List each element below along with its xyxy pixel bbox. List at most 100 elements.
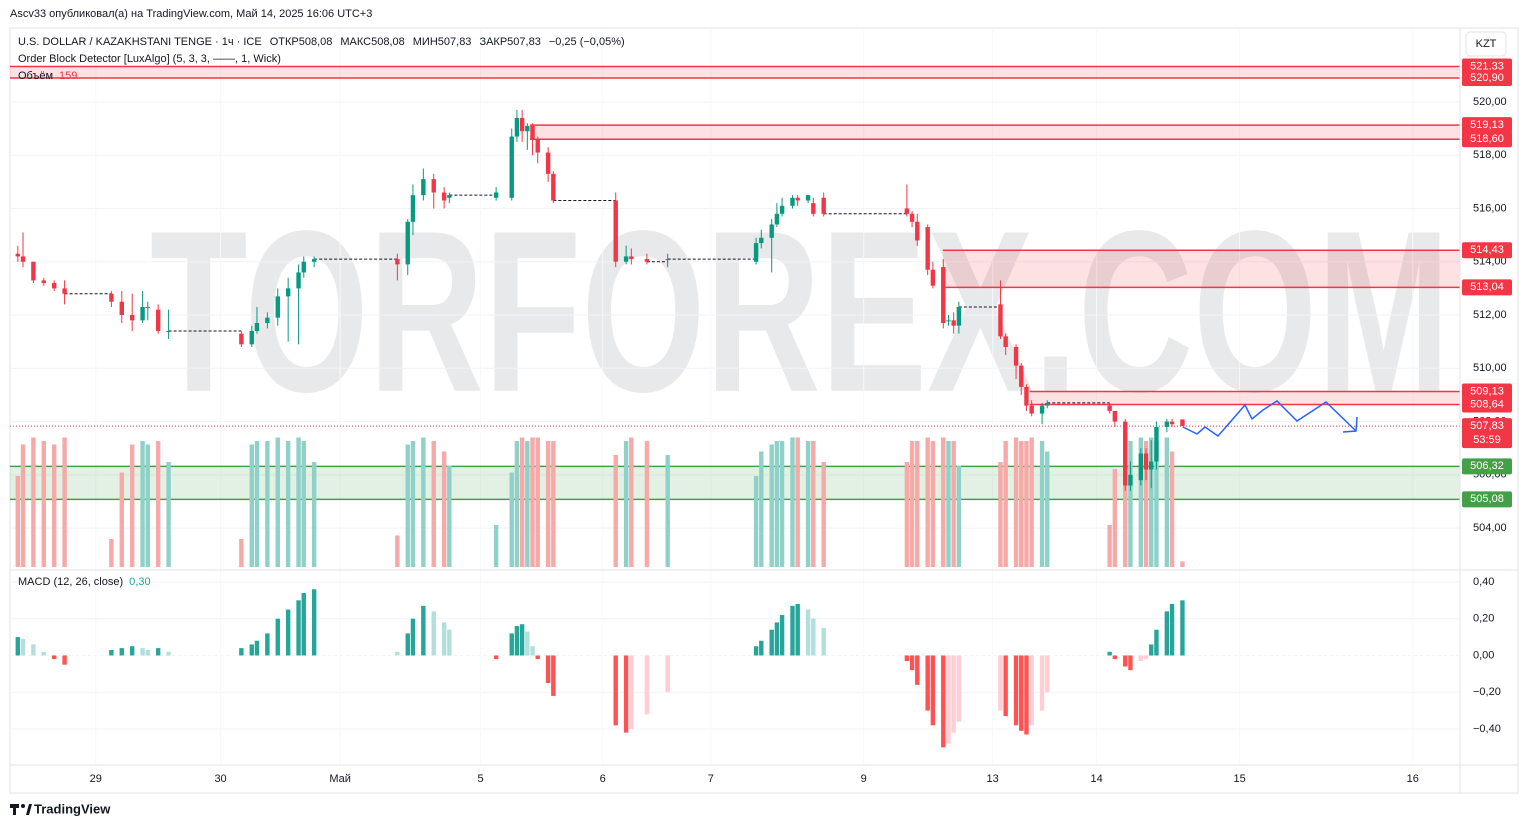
candle-body	[525, 125, 530, 132]
macd-bar	[514, 626, 520, 656]
macd-bar	[753, 646, 759, 656]
ohlc: МИН507,83	[413, 36, 472, 48]
macd-bar	[821, 627, 826, 656]
currency[interactable]: KZT	[1476, 38, 1497, 50]
volume-bar	[254, 441, 260, 567]
macd-bar	[1024, 655, 1029, 735]
candle-body	[166, 330, 171, 332]
macd-bar	[519, 624, 525, 656]
candle-body	[285, 288, 291, 297]
macd-name: MACD (12, 26, close)	[18, 576, 123, 588]
volume-bar	[956, 465, 962, 567]
candle-body	[15, 253, 20, 257]
x-tick-label: 9	[861, 773, 867, 785]
watermark: TORFOREX.COM	[150, 183, 1450, 440]
macd-bar	[805, 609, 811, 656]
symbol-legend: U.S. DOLLAR / KAZAKHSTANI TENGE · 1ч · I…	[18, 36, 625, 48]
volume-value: 159	[59, 70, 77, 82]
volume-bar	[62, 437, 67, 567]
candle-body	[509, 136, 514, 198]
macd-bar	[109, 649, 114, 656]
macd-bar	[1169, 604, 1175, 656]
macd-bar	[904, 655, 910, 661]
forecast-path	[1182, 400, 1357, 437]
volume-bar	[1123, 437, 1128, 567]
candle-body	[613, 200, 618, 262]
macd-bar	[166, 651, 171, 656]
volume-bar	[140, 441, 145, 567]
volume-bar	[925, 437, 930, 567]
macd-bar	[51, 655, 57, 660]
macd-bar	[1143, 655, 1149, 660]
macd-bar	[1149, 644, 1154, 656]
candle-body	[395, 259, 400, 265]
macd-bar	[493, 655, 499, 660]
candle-body	[301, 261, 306, 273]
volume-bar	[447, 465, 452, 567]
x-tick-label: 7	[708, 773, 714, 785]
macd-bar	[1045, 655, 1050, 693]
last-price-label: 507,83	[1470, 420, 1504, 432]
candle-body	[140, 307, 145, 321]
forecast-arrowhead	[1342, 416, 1358, 433]
candle-body	[1029, 405, 1034, 414]
volume-bar	[395, 535, 400, 567]
candle-body	[155, 309, 161, 331]
candle-body	[145, 307, 150, 309]
volume-bar	[1154, 441, 1159, 567]
candle-body	[1112, 410, 1118, 422]
macd-bar	[1029, 655, 1034, 726]
macd-bar	[1154, 629, 1159, 656]
macd-bar	[1039, 655, 1045, 711]
macd-bar	[301, 592, 306, 656]
candle-body	[431, 179, 436, 193]
price-tag-label: 521,33	[1470, 60, 1504, 72]
candle-body	[1045, 402, 1050, 406]
x-tick-label: 13	[987, 773, 999, 785]
macd-value: 0,30	[129, 576, 150, 588]
candle-body	[31, 261, 36, 281]
candle-body	[239, 333, 244, 345]
volume-bar	[119, 472, 124, 567]
countdown: 53:59	[1473, 434, 1501, 446]
macd-bar	[759, 640, 764, 656]
macd-bar	[1112, 655, 1118, 660]
macd-bar	[1003, 655, 1008, 717]
volume-bar	[265, 441, 270, 567]
macd-bar	[1164, 611, 1170, 656]
volume-bar	[51, 444, 57, 567]
volume-bar	[441, 451, 447, 567]
volume-bar	[509, 472, 514, 567]
volume-bar	[301, 441, 306, 567]
candle-body	[946, 320, 951, 322]
candle-body	[1003, 336, 1008, 347]
order-block	[10, 466, 1460, 500]
volume-bar	[1164, 437, 1170, 567]
volume-bar	[909, 441, 915, 567]
macd-bar	[623, 655, 629, 733]
candle-body	[915, 221, 920, 241]
macd-bar	[140, 648, 145, 656]
volume-bar	[519, 437, 525, 567]
volume-bar	[1169, 451, 1175, 567]
volume-bar	[1143, 441, 1149, 567]
volume-bar	[1107, 525, 1112, 567]
candle-body	[275, 296, 280, 318]
volume-bar	[915, 441, 920, 567]
volume-bar	[514, 441, 520, 567]
change: −0,25 (−0,05%)	[549, 36, 625, 48]
candle-body	[493, 192, 499, 198]
volume-bar	[109, 539, 114, 567]
macd-bar	[265, 633, 270, 656]
macd-bar	[285, 609, 291, 656]
candle-body	[779, 205, 785, 214]
macd-bar	[155, 648, 161, 656]
currency-button[interactable]	[1465, 31, 1507, 57]
candle-body	[623, 256, 629, 262]
candle-body	[265, 317, 270, 324]
volume-bar	[410, 441, 416, 567]
volume-bar	[1024, 441, 1029, 567]
volume-bar	[31, 437, 36, 567]
candle-body	[998, 304, 1003, 337]
volume-bar	[613, 455, 618, 567]
